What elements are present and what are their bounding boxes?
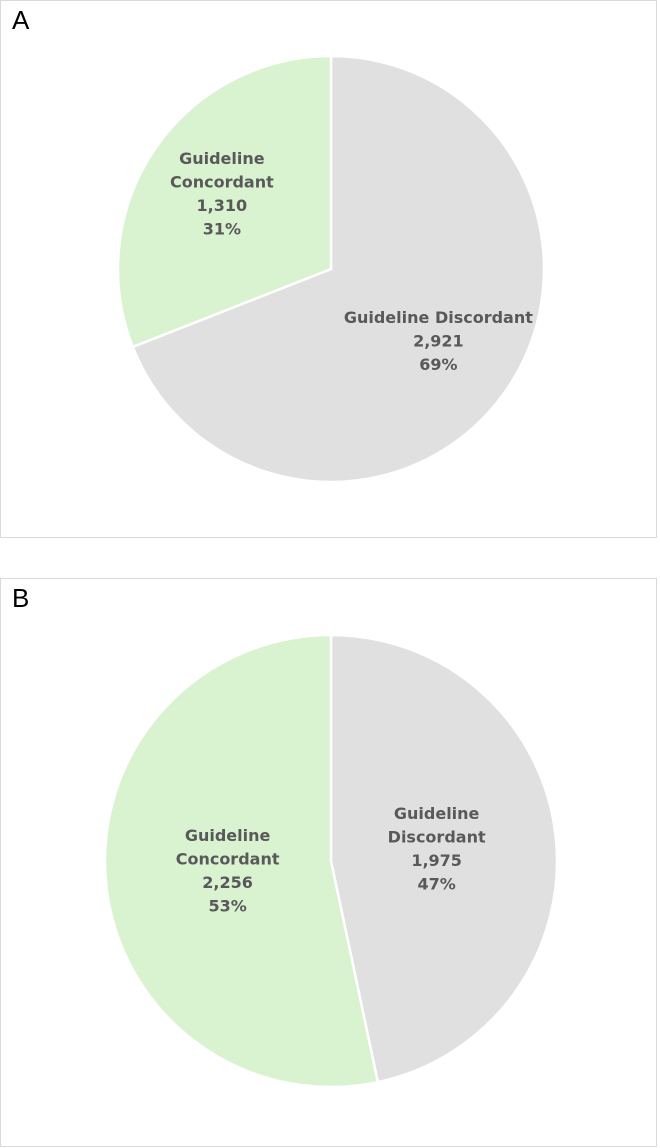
slice-label-name: Concordant bbox=[170, 172, 274, 191]
slice-label-percent: 31% bbox=[203, 219, 241, 238]
slice-label-count: 1,310 bbox=[197, 196, 248, 215]
panel-label-a: A bbox=[12, 5, 30, 35]
slice-label-count: 2,256 bbox=[202, 873, 253, 892]
slice-label-name: Concordant bbox=[176, 850, 280, 869]
slice-label-name: Guideline bbox=[394, 804, 480, 823]
pie-chart-a: Guideline Discordant 2,921 69% Guideline Con… bbox=[116, 54, 546, 484]
pie-chart-panel-a: A Guideline Discordant 2,921 69% Guideline C… bbox=[0, 0, 657, 538]
slice-label-name: Guideline bbox=[179, 149, 265, 168]
pie-chart-panel-b: B Guideline Discordant 1,975 47% Guideline Co… bbox=[0, 578, 657, 1147]
slice-label-name: Guideline bbox=[185, 826, 271, 845]
pie-slice-guideline-concordant bbox=[103, 633, 380, 1089]
pie-slice-guideline-discordant bbox=[131, 54, 546, 484]
slice-label-name: Discordant bbox=[388, 828, 486, 847]
slice-label-count: 2,921 bbox=[413, 332, 464, 351]
pie-slice-guideline-concordant bbox=[116, 54, 333, 349]
slice-label-percent: 47% bbox=[417, 875, 455, 894]
slice-label-percent: 53% bbox=[208, 897, 246, 916]
slice-label-percent: 69% bbox=[419, 355, 457, 374]
pie-chart-b: Guideline Discordant 1,975 47% Guideline Conc… bbox=[103, 633, 559, 1089]
panel-label-b: B bbox=[12, 583, 30, 613]
pie-slice-guideline-discordant bbox=[329, 633, 559, 1084]
slice-label-name: Guideline Discordant bbox=[344, 308, 533, 327]
slice-label-count: 1,975 bbox=[411, 851, 462, 870]
